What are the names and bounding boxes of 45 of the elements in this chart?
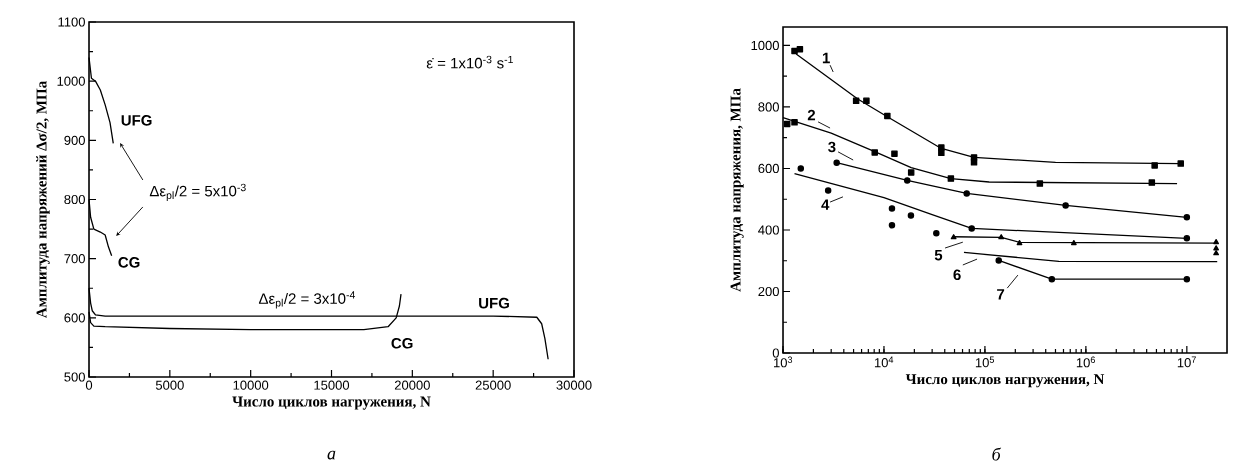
y-tick-label: 400 [758,225,779,235]
x-tick-label: 10$^{6}$ [1076,356,1095,368]
x-tick-label: 30000 [556,380,592,390]
y-axis-title: Амплитуда напряжения, МПа [730,88,744,292]
x-tick-label: 10$^{7}$ [1177,356,1196,368]
y-tick-label: 600 [758,163,779,174]
y-tick-label: 1100 [58,17,85,27]
series-label: UFG [479,297,509,309]
y-tick-label: 800 [758,102,779,112]
x-tick-label: 25000 [475,380,511,390]
legend-label: 7 [997,289,1005,300]
y-tick-label: 800 [64,194,85,205]
y-tick-label: 0 [772,348,779,358]
annotation: Δε$_{pl}$/2 = 5x10$^{-3}$ [149,183,246,202]
x-tick-label: 15000 [314,380,350,390]
annotation: ε̇ = 1x10$^{-3}$ s$^{-1}$ [426,55,513,69]
y-tick-label: 700 [64,254,85,264]
x-tick-label: 20000 [394,380,430,390]
series-label: 2 [807,109,816,121]
y-axis-title: Амплитуда напряжений Δσ/2, МПа [36,81,50,319]
y-tick-label: 600 [64,313,85,323]
legend-label: UFG [121,115,152,126]
annotation: Δε$_{pl}$/2 = 3x10$^{-4}$ [258,291,356,309]
y-tick-label: 1000 [751,40,779,51]
legend-label: 3 [828,141,836,153]
series-label: 1 [822,52,830,64]
y-tick-label: 500 [64,372,85,382]
x-tick-label: 5000 [155,380,184,390]
y-tick-label: 200 [758,286,779,297]
legend-label: 4 [821,199,830,210]
text: б [992,447,1002,461]
legend-label: 5 [934,249,943,261]
x-tick-label: 0 [85,380,93,390]
x-axis-title: Число циклов нагружения, N [232,396,431,410]
x-tick-label: 10000 [233,380,269,390]
y-tick-label: 1000 [57,76,85,86]
text: а [327,450,336,460]
x-tick-label: 10$^{3}$ [773,356,793,368]
legend-label: 6 [953,269,961,281]
y-tick-label: 900 [64,135,85,145]
x-tick-label: 10$^{5}$ [975,356,995,368]
x-axis-title: Число циклов нагружения, N [905,374,1105,388]
legend-label: CG [118,257,140,268]
x-tick-label: 10$^{4}$ [874,356,894,368]
series-label: CG [391,337,413,349]
